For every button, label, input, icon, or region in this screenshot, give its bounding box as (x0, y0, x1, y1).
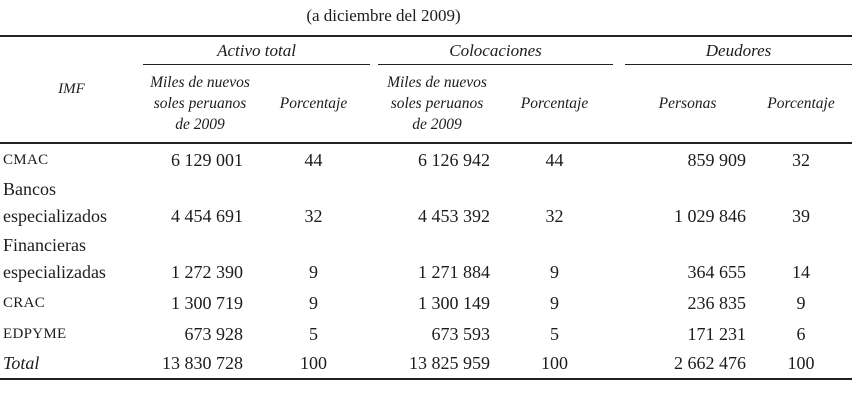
column-gap (370, 175, 378, 231)
cell-deudores-porcentaje: 32 (792, 150, 811, 170)
cell-activo-porcentaje: 44 (304, 150, 323, 170)
column-gap (370, 36, 378, 65)
column-gap (370, 349, 378, 379)
cell-personas: 859 909 (687, 150, 747, 170)
cell-activo-porcentaje: 9 (309, 293, 318, 313)
column-gap (613, 64, 626, 144)
cell-activo-porcentaje: 5 (309, 324, 318, 344)
column-gap (370, 143, 378, 175)
cell-colocaciones-porcentaje: 100 (541, 353, 568, 373)
column-gap (370, 231, 378, 287)
cell-colocaciones-miles: 4 453 392 (418, 206, 490, 226)
cell-activo-miles: 673 928 (184, 324, 244, 344)
row-label: CRAC (0, 287, 143, 318)
cell-activo-miles: 13 830 728 (162, 353, 243, 373)
cell-personas: 364 655 (687, 262, 747, 282)
cell-colocaciones-porcentaje: 32 (545, 206, 564, 226)
table-header: IMF Activo total Colocaciones Deudores M… (0, 36, 853, 144)
table-body: CMAC 6 129 001 44 6 126 942 44 859 909 3… (0, 143, 852, 379)
group-header-deudores: Deudores (625, 36, 853, 65)
cell-colocaciones-miles: 6 126 942 (418, 150, 490, 170)
column-gap (613, 36, 625, 65)
table-row-total: Total 13 830 728 100 13 825 959 100 2 66… (0, 349, 852, 379)
row-label: Total (3, 353, 40, 373)
cell-personas: 236 835 (687, 293, 747, 313)
cell-colocaciones-miles: 13 825 959 (409, 353, 490, 373)
column-gap (613, 143, 625, 175)
group-header-activo-total: Activo total (143, 36, 370, 65)
cell-deudores-porcentaje: 39 (792, 206, 811, 226)
cell-activo-miles: 1 300 719 (171, 293, 243, 313)
cell-personas: 171 231 (687, 324, 747, 344)
column-gap (613, 318, 625, 349)
page: (a diciembre del 2009) IMF Activo total … (0, 4, 853, 380)
cell-colocaciones-porcentaje: 44 (545, 150, 564, 170)
row-label-text: CMAC (3, 152, 49, 168)
column-header-personas: Personas (625, 64, 751, 144)
row-label: Bancos especializados (3, 179, 107, 226)
cell-colocaciones-porcentaje: 9 (550, 293, 559, 313)
cell-deudores-porcentaje: 100 (787, 353, 815, 373)
table-row-financieras-especializadas: Financieras especializadas 1 272 390 9 1… (0, 231, 852, 287)
row-label-text: CRAC (3, 295, 46, 311)
column-gap (370, 64, 378, 144)
column-header-deudores-porcentaje: Porcentaje (750, 64, 853, 144)
imf-table: IMF Activo total Colocaciones Deudores M… (0, 35, 853, 380)
cell-activo-porcentaje: 32 (304, 206, 323, 226)
cell-colocaciones-miles: 1 300 149 (418, 293, 490, 313)
sub-header-row: Miles de nuevos soles peruanos de 2009 P… (0, 64, 853, 144)
cell-personas: 1 029 846 (674, 206, 747, 226)
cell-personas: 2 662 476 (674, 353, 747, 373)
cell-activo-porcentaje: 100 (300, 353, 327, 373)
column-header-colocaciones-porcentaje: Porcentaje (496, 64, 614, 144)
cell-colocaciones-miles: 673 593 (431, 324, 491, 344)
cell-colocaciones-porcentaje: 5 (550, 324, 559, 344)
cell-deudores-porcentaje: 9 (796, 293, 806, 313)
cell-activo-porcentaje: 9 (309, 262, 318, 282)
table-row-bancos-especializados: Bancos especializados 4 454 691 32 4 453… (0, 175, 852, 231)
table-row-cmac: CMAC 6 129 001 44 6 126 942 44 859 909 3… (0, 143, 852, 175)
cell-deudores-porcentaje: 14 (792, 262, 811, 282)
column-gap (370, 318, 378, 349)
column-header-imf: IMF (0, 36, 143, 144)
column-header-activo-porcentaje: Porcentaje (257, 64, 370, 144)
table-row-edpyme: EDPYME 673 928 5 673 593 5 171 231 6 (0, 318, 852, 349)
column-gap (613, 287, 625, 318)
group-header-colocaciones: Colocaciones (378, 36, 614, 65)
table-row-crac: CRAC 1 300 719 9 1 300 149 9 236 835 9 (0, 287, 852, 318)
column-header-colocaciones-miles: Miles de nuevos soles peruanos de 2009 (378, 64, 496, 144)
column-gap (613, 175, 625, 231)
table-subtitle: (a diciembre del 2009) (306, 6, 461, 25)
row-label-text: EDPYME (3, 326, 67, 342)
row-label: EDPYME (0, 318, 143, 349)
column-gap (613, 231, 625, 287)
row-label: Financieras especializadas (3, 235, 106, 282)
cell-deudores-porcentaje: 6 (796, 324, 806, 344)
cell-activo-miles: 1 272 390 (171, 262, 243, 282)
row-label: CMAC (0, 143, 143, 175)
cell-activo-miles: 4 454 691 (171, 206, 243, 226)
column-gap (370, 287, 378, 318)
group-header-row: IMF Activo total Colocaciones Deudores (0, 36, 853, 144)
cell-colocaciones-miles: 1 271 884 (418, 262, 490, 282)
column-gap (613, 349, 625, 379)
cell-activo-miles: 6 129 001 (171, 150, 243, 170)
cell-colocaciones-porcentaje: 9 (550, 262, 559, 282)
column-header-activo-miles: Miles de nuevos soles peruanos de 2009 (143, 64, 257, 144)
